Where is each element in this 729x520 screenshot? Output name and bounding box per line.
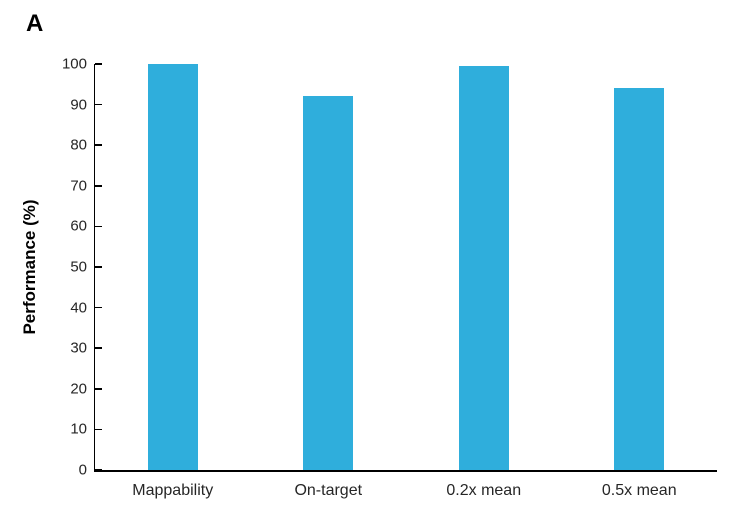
bar [303, 96, 354, 470]
bar [458, 66, 509, 470]
y-tick-mark [95, 63, 102, 65]
y-tick-mark [95, 469, 102, 471]
y-tick-mark [95, 225, 102, 228]
bar [614, 88, 665, 470]
y-tick-mark [95, 266, 102, 268]
panel-label: A [26, 10, 44, 37]
y-axis-line [93, 64, 95, 470]
y-tick-mark [95, 144, 102, 146]
y-tick-label: 30 [70, 339, 87, 357]
y-tick-mark [95, 388, 102, 390]
x-axis-label: Mappability [132, 482, 214, 499]
y-tick-mark [95, 347, 102, 349]
y-tick-label: 20 [70, 380, 87, 398]
y-tick-label: 0 [78, 461, 87, 479]
bar [147, 64, 198, 470]
y-tick-mark [95, 306, 102, 309]
y-tick-mark [95, 103, 102, 106]
y-tick-label: 60 [70, 217, 87, 235]
y-tick-label: 10 [70, 420, 87, 438]
x-axis-line [93, 470, 717, 472]
y-tick-label: 50 [70, 258, 87, 276]
x-axis-label: 0.2x mean [446, 482, 522, 499]
y-tick-label: 80 [70, 136, 87, 154]
x-axis-label: On-target [294, 482, 363, 499]
x-axis-label: 0.5x mean [601, 482, 677, 499]
x-axis-labels: Mappability On-target 0.2x mean 0.5x mean [95, 482, 717, 500]
bars-layer [95, 64, 717, 470]
y-axis-title: Performance (%) [20, 199, 39, 335]
y-tick-label: 90 [70, 96, 87, 114]
y-tick-mark [95, 428, 102, 431]
plot-area: Mappability On-target 0.2x mean 0.5x mean 0… [62, 57, 717, 499]
y-tick-label: 40 [70, 299, 87, 317]
y-tick-label: 100 [61, 55, 87, 73]
y-tick-label: 70 [70, 177, 87, 195]
y-tick-mark [95, 185, 102, 187]
